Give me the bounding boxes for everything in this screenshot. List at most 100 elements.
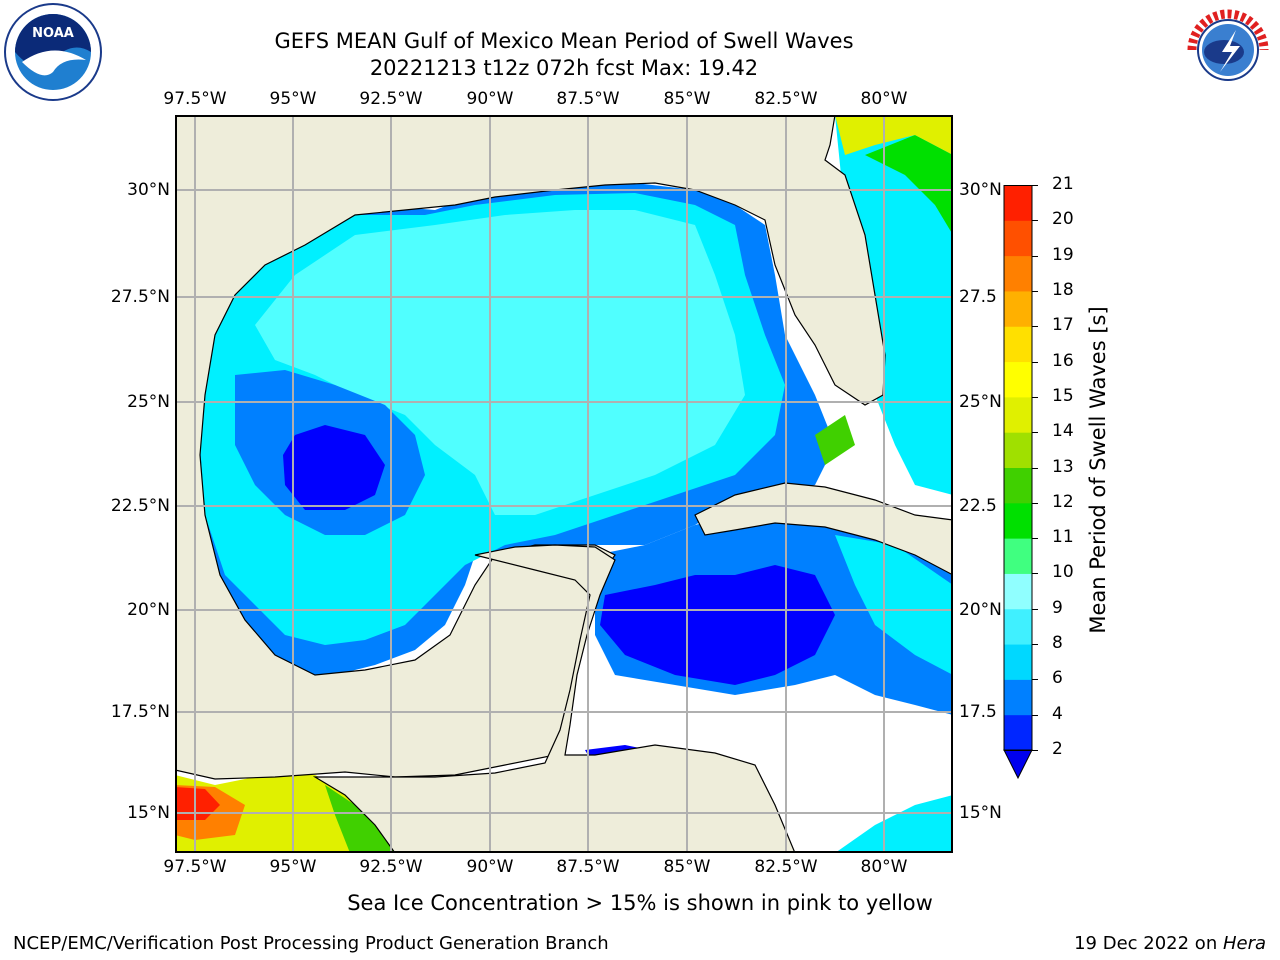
lat-label-right: 22.5 (959, 496, 997, 516)
colorbar-tick-mark (1032, 220, 1038, 222)
colorbar-swatch (1004, 573, 1032, 610)
caribbean-field-deep (600, 565, 835, 685)
pacific-green (325, 785, 395, 853)
pacific-red (175, 787, 220, 820)
colorbar-tick-label: 10 (1052, 562, 1074, 583)
colorbar-tick-mark (1032, 679, 1038, 681)
colorbar-tick-mark (1032, 290, 1038, 292)
footer-credit: NCEP/EMC/Verification Post Processing Pr… (13, 933, 609, 954)
colorbar-swatch (1004, 255, 1032, 292)
colorbar-tick-mark (1032, 326, 1038, 328)
lat-label-left: 30°N (127, 180, 170, 200)
colorbar-tick-label: 8 (1052, 633, 1063, 654)
footer-date-text: 19 Dec 2022 on (1074, 933, 1223, 954)
lat-label-left: 27.5°N (110, 287, 170, 307)
colorbar-extend-arrow (1003, 749, 1033, 780)
lat-label-right: 20°N (959, 600, 1002, 620)
atlantic-field (835, 115, 953, 495)
footer-date: 19 Dec 2022 on Hera (1074, 933, 1266, 954)
map-panel (175, 115, 953, 853)
colorbar-tick-label: 2 (1052, 739, 1063, 759)
lon-label-bottom: 87.5°W (556, 857, 620, 877)
bahamas-green (815, 415, 855, 465)
lon-label-top: 87.5°W (556, 89, 620, 109)
colorbar-tick-mark (1032, 467, 1038, 469)
colorbar-tick-label: 19 (1052, 244, 1074, 265)
colorbar-swatch (1004, 220, 1032, 257)
colorbar-swatch (1004, 290, 1032, 327)
colorbar-tick-mark (1032, 432, 1038, 434)
colorbar-tick-mark (1032, 185, 1038, 186)
lon-label-top: 85°W (663, 89, 711, 109)
lon-label-top: 92.5°W (359, 89, 423, 109)
colorbar-tick-label: 6 (1052, 668, 1063, 689)
lon-label-bottom: 82.5°W (754, 857, 818, 877)
colorbar-tick-label: 20 (1052, 209, 1074, 230)
colorbar-swatch (1004, 502, 1032, 539)
lat-label-left: 15°N (127, 803, 170, 823)
lon-label-bottom: 97.5°W (163, 857, 227, 877)
lon-label-top: 90°W (466, 89, 514, 109)
colorbar-swatch (1004, 644, 1032, 680)
lat-label-right: 27.5 (959, 287, 997, 307)
colorbar-tick-label: 21 (1052, 174, 1074, 194)
lon-label-bottom: 92.5°W (359, 857, 423, 877)
colorbar-swatch (1004, 538, 1032, 574)
colorbar-tick-label: 14 (1052, 421, 1074, 442)
colorbar-tick-mark (1032, 608, 1038, 610)
colorbar-tick-label: 11 (1052, 527, 1074, 548)
colorbar-swatch (1004, 714, 1032, 751)
colorbar-tick-label: 17 (1052, 315, 1074, 336)
colorbar-tick-mark (1032, 255, 1038, 257)
colorbar-tick-mark (1032, 573, 1038, 575)
sea-ice-note: Sea Ice Concentration > 15% is shown in … (347, 891, 933, 915)
colorbar-tick-mark (1032, 361, 1038, 363)
gulf-field-light (255, 210, 745, 515)
colorbar-swatch (1004, 432, 1032, 468)
colorbar-tick-label: 12 (1052, 491, 1074, 512)
chart-title: GEFS MEAN Gulf of Mexico Mean Period of … (274, 29, 854, 53)
colorbar (1000, 185, 1040, 785)
nws-logo (1178, 2, 1278, 98)
lon-label-top: 97.5°W (163, 89, 227, 109)
caribbean-field-east (835, 535, 953, 675)
colorbar-swatch (1004, 396, 1032, 433)
lat-label-right: 15°N (959, 803, 1002, 823)
lat-label-left: 25°N (127, 392, 170, 412)
lat-label-right: 25°N (959, 392, 1002, 412)
colorbar-tick-label: 16 (1052, 350, 1074, 371)
colorbar-tick-mark (1032, 502, 1038, 504)
colorbar-tick-mark (1032, 538, 1038, 540)
lon-label-top: 80°W (860, 89, 908, 109)
noaa-logo-text: NOAA (32, 26, 74, 41)
colorbar-swatch (1004, 185, 1032, 221)
colorbar-tick-mark (1032, 644, 1038, 646)
graticule (175, 115, 953, 853)
colorbar-swatch (1004, 326, 1032, 363)
lon-label-bottom: 95°W (269, 857, 317, 877)
atlantic-yellow-north (835, 115, 953, 155)
lat-label-left: 22.5°N (110, 496, 170, 516)
colorbar-swatch (1004, 361, 1032, 398)
lat-label-right: 17.5 (959, 702, 997, 722)
colorbar-tick-label: 18 (1052, 279, 1074, 300)
gulf-field-deep (283, 425, 385, 510)
chart-subtitle: 20221213 t12z 072h fcst Max: 19.42 (369, 56, 759, 80)
colorbar-label-text: Mean Period of Swell Waves [s] (1086, 306, 1110, 634)
colorbar-tick-mark (1032, 396, 1038, 398)
colorbar-tick-label: 4 (1052, 703, 1063, 724)
caribbean-se-corner (835, 795, 953, 853)
map-border (175, 115, 953, 853)
lat-label-left: 17.5°N (110, 702, 170, 722)
colorbar-swatch (1004, 467, 1032, 504)
lon-label-top: 95°W (269, 89, 317, 109)
lon-label-bottom: 90°W (466, 857, 514, 877)
colorbar-tick-mark (1032, 750, 1038, 751)
lon-label-top: 82.5°W (754, 89, 818, 109)
footer-host: Hera (1222, 933, 1266, 954)
colorbar-tick-label: 9 (1052, 597, 1063, 618)
colorbar-swatch (1004, 679, 1032, 716)
colorbar-tick-label: 13 (1052, 456, 1074, 477)
lon-label-bottom: 80°W (860, 857, 908, 877)
noaa-logo: NOAA (2, 2, 104, 102)
